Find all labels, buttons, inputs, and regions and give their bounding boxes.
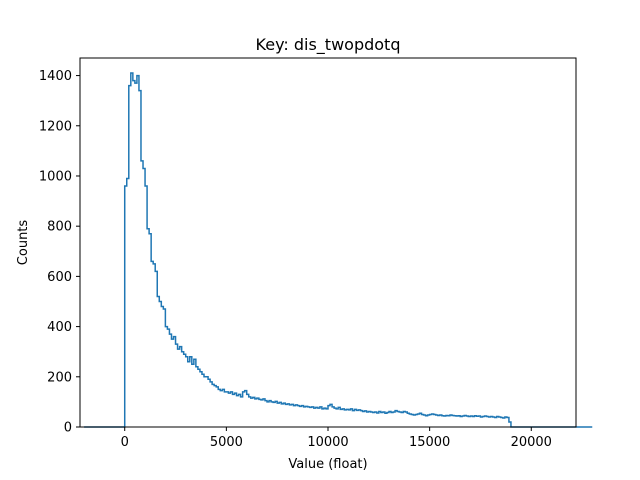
y-axis-label: Counts [16,220,31,266]
x-axis-label: Value (float) [288,457,367,472]
y-tick-label: 200 [47,370,72,385]
x-axis-ticks: 0 5000 10000 15000 20000 [121,427,552,450]
y-tick-label: 0 [64,421,72,436]
plot-area [84,72,593,428]
histogram-step-line [84,72,593,428]
chart-title: Key: dis_twopdotq [256,35,401,55]
y-tick-label: 400 [47,320,72,335]
y-tick-label: 1400 [39,69,72,84]
y-axis-ticks: 0 200 400 600 800 1000 1200 1400 [39,69,80,436]
x-tick-label: 20000 [511,435,552,450]
x-tick-label: 0 [121,435,129,450]
x-tick-label: 5000 [210,435,243,450]
x-tick-label: 15000 [409,435,450,450]
y-tick-label: 1000 [39,169,72,184]
x-tick-label: 10000 [307,435,348,450]
y-tick-label: 600 [47,270,72,285]
y-tick-label: 1200 [39,119,72,134]
y-tick-label: 800 [47,220,72,235]
